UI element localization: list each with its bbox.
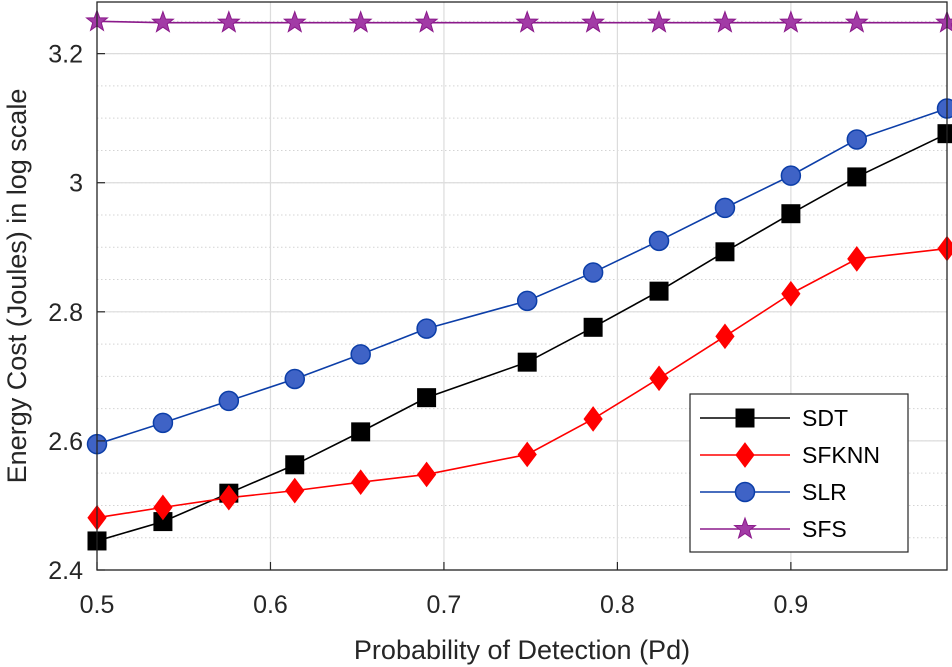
data-point-slr — [152, 412, 174, 434]
x-tick-label: 0.5 — [80, 591, 115, 619]
data-point-sdt — [649, 281, 669, 301]
plot-frame — [96, 1, 948, 571]
data-point-sdt — [351, 422, 371, 442]
data-point-sdt — [583, 317, 603, 337]
y-tick-label: 3 — [69, 170, 83, 198]
axis-ticks: 0.5 0.6 0.7 0.8 0.9 2.4 2.6 2.8 3 3.2 — [48, 41, 808, 619]
legend-box — [689, 393, 909, 553]
data-point-sfknn — [937, 235, 952, 262]
data-point-sfknn — [583, 406, 603, 432]
legend: SDT SFKNN SLR SFS — [689, 393, 909, 553]
data-point-sfs — [515, 10, 540, 33]
data-point-sfknn — [715, 323, 735, 350]
y-axis-title: Energy Cost (Joules) in log scale — [2, 89, 32, 484]
data-point-sfknn — [847, 246, 867, 272]
data-point-sfknn — [153, 494, 173, 521]
data-point-slr — [218, 390, 240, 412]
data-point-slr — [648, 230, 670, 252]
data-point-sfknn — [781, 280, 801, 307]
data-point-sfknn — [649, 365, 669, 392]
data-point-slr — [582, 262, 604, 283]
data-point-sfknn — [416, 461, 437, 488]
y-tick-label: 3.2 — [48, 41, 83, 69]
data-point-sdt — [517, 352, 537, 372]
data-point-sfknn — [285, 477, 305, 504]
data-point-sdt — [715, 242, 735, 262]
data-point-sdt — [937, 124, 952, 144]
x-tick-label: 0.7 — [427, 591, 462, 619]
data-point-slr — [846, 129, 868, 150]
legend-marker-sfs — [733, 516, 757, 540]
data-point-slr — [516, 290, 538, 312]
data-point-slr — [416, 318, 437, 339]
legend-marker-sfknn — [735, 442, 755, 468]
data-point-sdt — [417, 388, 437, 408]
data-point-slr — [936, 98, 952, 119]
data-point-sfs — [713, 10, 737, 33]
x-tick-label: 0.8 — [600, 591, 635, 619]
data-point-sfs — [935, 10, 952, 33]
legend-label-slr: SLR — [802, 479, 847, 505]
data-point-sfknn — [351, 469, 371, 496]
data-point-sfs — [581, 10, 605, 33]
legend-marker-slr — [734, 481, 756, 503]
legend-marker-sdt — [735, 408, 755, 428]
legend-label-sfs: SFS — [802, 516, 847, 542]
y-tick-label: 2.4 — [48, 557, 83, 585]
y-tick-label: 2.6 — [48, 428, 83, 456]
legend-label-sfknn: SFKNN — [802, 442, 880, 468]
data-point-sdt — [847, 167, 867, 187]
x-tick-label: 0.9 — [773, 591, 808, 619]
data-point-slr — [714, 197, 736, 219]
data-point-sfs — [647, 10, 671, 33]
data-point-sfs — [779, 10, 803, 33]
data-point-sfs — [844, 10, 869, 33]
y-tick-label: 2.8 — [48, 299, 83, 327]
data-point-sfs — [348, 10, 373, 33]
data-point-sfs — [151, 10, 175, 33]
x-axis-title: Probability of Detection (Pd) — [354, 635, 690, 665]
series-markers — [85, 8, 952, 551]
data-point-slr — [350, 344, 371, 365]
legend-label-sdt: SDT — [802, 405, 848, 431]
x-tick-label: 0.6 — [253, 591, 288, 619]
data-point-sfknn — [517, 441, 537, 468]
data-point-sfs — [414, 10, 439, 33]
data-point-sfs — [282, 10, 307, 33]
data-point-sdt — [285, 455, 305, 475]
data-point-sdt — [781, 204, 801, 224]
data-point-sfs — [216, 10, 241, 33]
data-point-slr — [780, 165, 802, 186]
data-point-slr — [284, 368, 306, 390]
data-point-sfknn — [219, 484, 239, 511]
